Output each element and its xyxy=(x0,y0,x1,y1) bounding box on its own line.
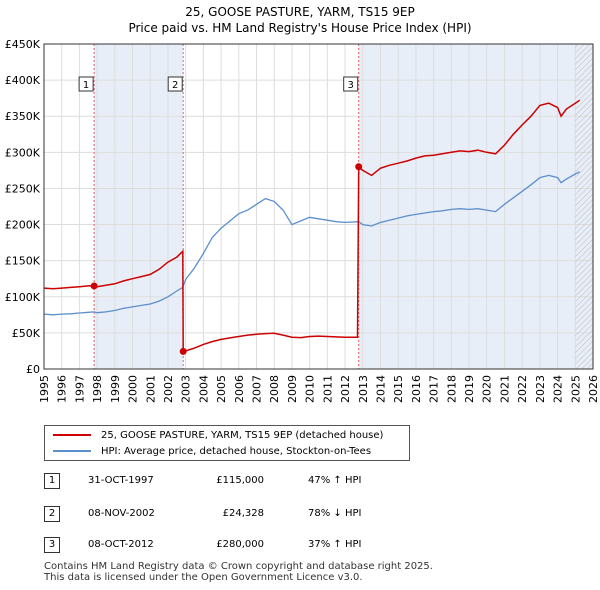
x-tick-label: 2001 xyxy=(144,375,157,403)
transaction-price: £24,328 xyxy=(222,508,264,519)
transaction-date: 08-OCT-2012 xyxy=(88,539,154,550)
x-tick-label: 2016 xyxy=(410,375,423,403)
x-tick-label: 2026 xyxy=(587,375,600,403)
x-tick-label: 1996 xyxy=(56,375,69,403)
transaction-number: 1 xyxy=(44,473,60,489)
legend-hpi-label: HPI: Average price, detached house, Stoc… xyxy=(101,446,372,457)
y-tick-label: £200K xyxy=(5,219,41,232)
transaction-number: 3 xyxy=(44,537,60,553)
sale-point xyxy=(90,282,98,290)
x-tick-label: 2010 xyxy=(304,375,317,403)
x-tick-label: 2005 xyxy=(215,375,228,403)
y-tick-label: £300K xyxy=(5,146,41,159)
x-tick-label: 2004 xyxy=(197,375,210,403)
hpi-line xyxy=(43,171,580,316)
shaded-regions xyxy=(94,44,593,369)
x-tick-label: 2021 xyxy=(498,375,511,403)
transaction-hpi-diff: 37% ↑ HPI xyxy=(308,539,362,550)
x-tick-label: 1998 xyxy=(91,375,104,403)
x-tick-label: 2015 xyxy=(392,375,405,403)
sale-points xyxy=(90,163,363,355)
x-tick-label: 2008 xyxy=(268,375,281,403)
x-tick-label: 2000 xyxy=(127,375,140,403)
transaction-hpi-diff: 47% ↑ HPI xyxy=(308,475,362,486)
axes: £0 £50K £100K £150K £200K £250K £300K £350K £400… xyxy=(5,38,600,403)
sale-label-box xyxy=(343,76,359,92)
property-price-line xyxy=(43,99,581,353)
chart-title-line2: Price paid vs. HM Land Registry's House … xyxy=(128,21,472,35)
x-tick-label: 2020 xyxy=(481,375,494,403)
series-lines xyxy=(43,99,581,353)
x-tick-label: 2012 xyxy=(339,375,352,403)
y-tick-label: £350K xyxy=(5,110,41,123)
x-tick-label: 2011 xyxy=(321,375,334,403)
x-tick-label: 2018 xyxy=(445,375,458,403)
x-tick-label: 1997 xyxy=(73,375,86,403)
x-tick-label: 2007 xyxy=(251,375,264,403)
legend-property-swatch xyxy=(53,434,91,436)
sale-point xyxy=(179,347,187,355)
footer: Contains HM Land Registry data © Crown c… xyxy=(44,561,433,583)
x-tick-label: 2022 xyxy=(516,375,529,403)
y-tick-label: £400K xyxy=(5,74,41,87)
plot-frame xyxy=(43,43,594,370)
transaction-date: 08-NOV-2002 xyxy=(88,508,155,519)
y-tick-label: £150K xyxy=(5,255,41,268)
sale-label-number: 1 xyxy=(83,80,89,91)
shaded-range xyxy=(94,44,184,369)
x-tick-label: 2009 xyxy=(286,375,299,403)
y-tick-label: £250K xyxy=(5,182,41,195)
price-chart: £0 £50K £100K £150K £200K £250K £300K £350K £400… xyxy=(5,38,600,403)
legend-item-hpi: HPI: Average price, detached house, Stoc… xyxy=(53,445,371,459)
chart-title: 25, GOOSE PASTURE, YARM, TS15 9EP Price … xyxy=(0,4,600,36)
y-tick-label: £100K xyxy=(5,291,41,304)
x-tick-label: 2023 xyxy=(534,375,547,403)
x-tick-label: 1999 xyxy=(109,375,122,403)
legend-property-label: 25, GOOSE PASTURE, YARM, TS15 9EP (detac… xyxy=(101,430,384,441)
x-tick-label: 2002 xyxy=(162,375,175,403)
transaction-price: £115,000 xyxy=(216,475,264,486)
transaction-hpi-diff: 78% ↓ HPI xyxy=(308,508,362,519)
legend-hpi-swatch xyxy=(53,450,91,452)
sale-label-box xyxy=(167,76,183,92)
x-tick-label: 2013 xyxy=(357,375,370,403)
legend: 25, GOOSE PASTURE, YARM, TS15 9EP (detac… xyxy=(44,425,410,461)
transaction-date: 31-OCT-1997 xyxy=(88,475,154,486)
sale-label-box xyxy=(78,76,94,92)
footer-copyright: Contains HM Land Registry data © Crown c… xyxy=(44,561,433,572)
x-tick-label: 2025 xyxy=(569,375,582,403)
sale-label-number: 3 xyxy=(348,80,354,91)
transaction-number: 2 xyxy=(44,506,60,522)
footer-licence: This data is licensed under the Open Gov… xyxy=(44,572,363,583)
transaction-price: £280,000 xyxy=(216,539,264,550)
y-tick-label: £0 xyxy=(26,363,40,376)
x-tick-label: 1995 xyxy=(38,375,51,403)
x-tick-label: 2014 xyxy=(374,375,387,403)
x-tick-label: 2019 xyxy=(463,375,476,403)
y-tick-label: £50K xyxy=(12,327,41,340)
legend-item-property: 25, GOOSE PASTURE, YARM, TS15 9EP (detac… xyxy=(53,429,383,443)
y-tick-label: £450K xyxy=(5,38,41,51)
chart-title-line1: 25, GOOSE PASTURE, YARM, TS15 9EP xyxy=(185,5,415,19)
x-tick-label: 2003 xyxy=(180,375,193,403)
forecast-hatch xyxy=(575,44,593,369)
sale-labels: 1 2 3 xyxy=(78,76,359,92)
x-tick-label: 2006 xyxy=(233,375,246,403)
sale-label-number: 2 xyxy=(172,80,178,91)
forecast-region xyxy=(575,44,593,369)
x-tick-label: 2017 xyxy=(428,375,441,403)
sale-point xyxy=(355,163,363,171)
x-tick-label: 2024 xyxy=(552,375,565,403)
